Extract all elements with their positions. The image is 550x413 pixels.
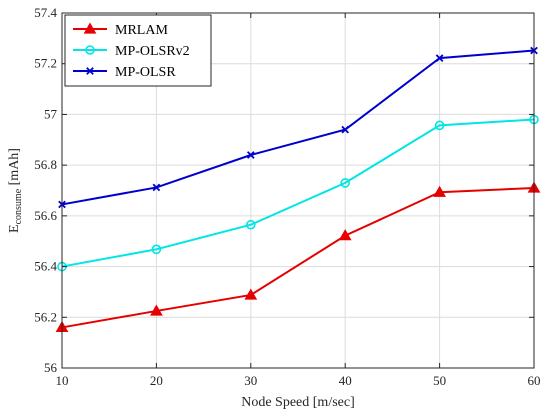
x-tick-label: 60 (528, 373, 541, 388)
x-marker-stroke (86, 67, 94, 75)
y-axis-label: Econsume [mAh] (7, 148, 24, 233)
data-point-marker (338, 229, 352, 241)
x-axis-label: Node Speed [m/sec] (241, 395, 355, 410)
data-point-marker (150, 304, 163, 316)
y-tick-label: 56.4 (34, 259, 57, 274)
legend-label: MRLAM (115, 23, 168, 38)
series-line (61, 118, 535, 268)
legend-marker (85, 45, 95, 55)
legend-label: MP-OLSRv2 (115, 44, 190, 59)
data-point-marker (151, 244, 162, 255)
legend-label: MP-OLSR (115, 65, 176, 80)
legend: MRLAM MP-OLSRv2 MP-OLSR (64, 14, 212, 87)
data-point-marker (246, 219, 256, 230)
data-point-marker (434, 120, 445, 131)
x-marker-stroke (246, 151, 255, 159)
series-line (61, 49, 535, 206)
x-tick-label: 10 (56, 373, 69, 388)
y-tick-label: 57.2 (34, 56, 57, 71)
x-marker-stroke (341, 125, 350, 134)
y-tick-label: 57 (44, 106, 58, 121)
data-point-marker (435, 54, 444, 62)
y-axis-label-unit: [mAh] (7, 148, 22, 189)
x-tick-label: 30 (244, 373, 257, 388)
plot-frame (61, 12, 535, 369)
x-tick-label: 20 (150, 373, 163, 388)
x-axis-ticks: 10 20 30 40 50 60 (56, 13, 541, 388)
legend-item: MRLAM (73, 22, 168, 38)
y-tick-label: 57.4 (34, 5, 57, 20)
legend-marker (86, 67, 94, 75)
y-tick-label: 56 (44, 360, 58, 375)
x-tick-label: 40 (339, 373, 352, 388)
series-line (61, 186, 535, 329)
y-axis-label-sub: consume (13, 188, 24, 224)
data-point-marker (340, 178, 351, 188)
legend-item: MP-OLSR (73, 65, 176, 80)
y-axis-label-main: E (7, 224, 22, 233)
x-marker-stroke (435, 54, 444, 62)
data-point-marker (341, 125, 350, 134)
x-marker-stroke (152, 183, 161, 192)
y-axis-ticks: 56 56.2 56.4 56.6 56.8 57 57.2 57.4 (34, 5, 534, 375)
legend-item: MP-OLSRv2 (73, 44, 190, 59)
y-tick-label: 56.8 (34, 157, 57, 172)
legend-marker (83, 22, 97, 34)
y-tick-label: 56.6 (34, 208, 57, 223)
data-point-marker (244, 288, 258, 300)
x-tick-label: 50 (433, 373, 446, 388)
data-point-marker (246, 151, 255, 159)
data-point-marker (152, 183, 161, 192)
data-point-marker (433, 185, 446, 197)
y-tick-label: 56.2 (34, 309, 57, 324)
